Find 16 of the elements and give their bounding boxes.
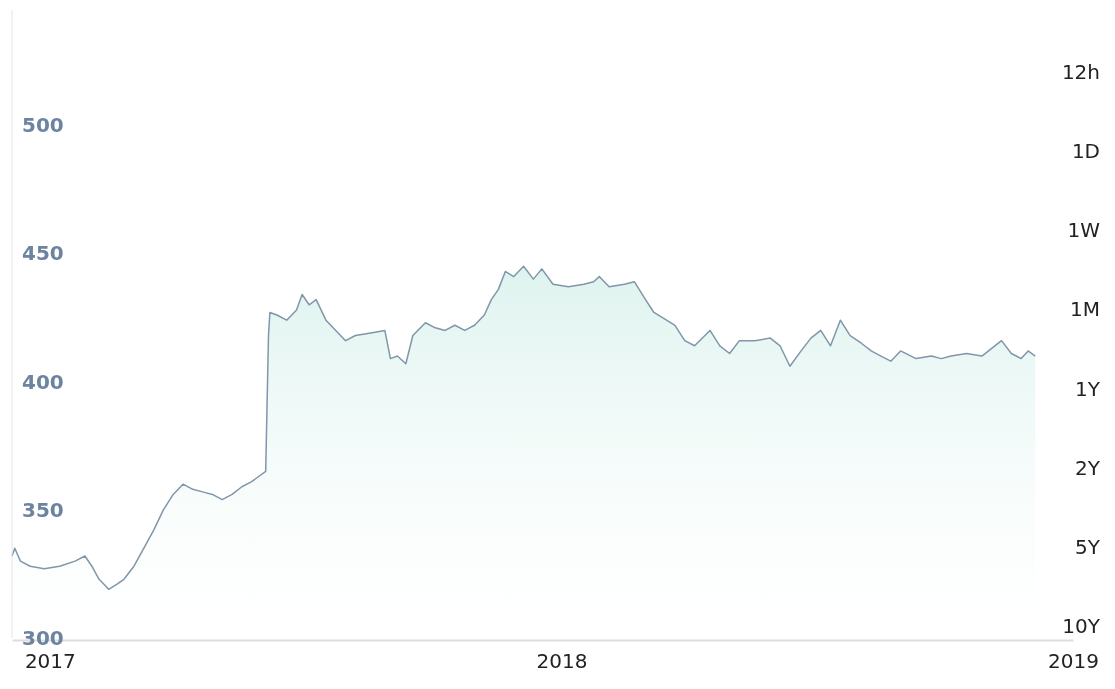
annotation: 10Y <box>1062 614 1101 638</box>
annotation: 1M <box>1070 297 1100 322</box>
y-tick-label: 450 <box>22 241 64 266</box>
text: 2Y <box>1075 455 1101 480</box>
x-tick-label: 2017 <box>24 649 76 674</box>
y-tick-label: 300 <box>22 625 64 650</box>
annotation: 1W <box>1067 218 1101 243</box>
annotation: 1D <box>1071 139 1100 164</box>
y-tick-label: 500 <box>22 113 64 138</box>
text: 5Y <box>1075 534 1101 559</box>
y-tick-label: 350 <box>22 497 64 522</box>
annotation: 12h <box>1061 60 1100 84</box>
x-tick-label: 2018 <box>536 649 588 674</box>
y-tick-label: 400 <box>22 369 64 394</box>
text: 1Y <box>1075 376 1101 401</box>
x-tick-label: 2019 <box>1048 649 1099 674</box>
